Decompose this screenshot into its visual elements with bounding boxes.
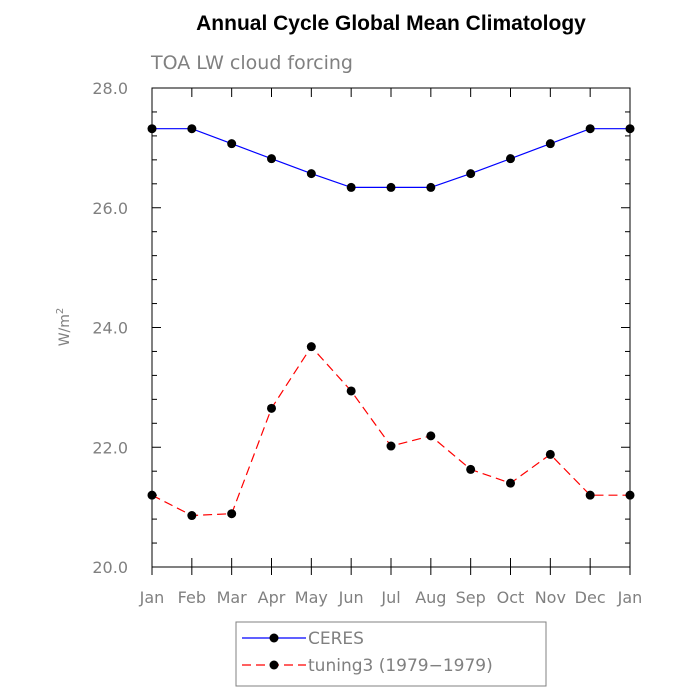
x-axis-ticks: Jan Feb Mar Apr May Jun Jul Aug Sep Oct Nov Dec Jan: [139, 88, 643, 607]
data-point-series-0: [227, 139, 237, 149]
legend-label-ceres: CERES: [308, 629, 364, 649]
data-point-series-1: [267, 403, 276, 413]
y-tick-label: 22.0: [92, 438, 128, 457]
x-tick-label: Jul: [380, 588, 400, 607]
data-point-series-0: [545, 139, 555, 149]
x-tick-label: Nov: [535, 588, 566, 607]
data-point-series-0: [267, 154, 276, 164]
data-point-series-0: [625, 124, 635, 134]
data-point-series-1: [545, 449, 555, 459]
plot-frame: [151, 87, 631, 568]
x-tick-label: Sep: [456, 588, 486, 607]
data-point-series-0: [147, 124, 157, 134]
chart-title: Annual Cycle Global Mean Climatology: [196, 12, 586, 35]
x-tick-label: Jun: [338, 588, 364, 607]
x-tick-label: Jan: [139, 588, 165, 607]
legend: CERES tuning3 (1979−1979): [235, 621, 547, 687]
data-point-series-0: [466, 169, 476, 179]
legend-marker-ceres: [269, 633, 279, 643]
y-tick-label: 28.0: [92, 79, 128, 98]
series-line-1: [151, 345, 630, 517]
x-tick-label: Oct: [497, 588, 525, 607]
y-tick-label: 26.0: [92, 199, 128, 218]
legend-label-tuning3: tuning3 (1979−1979): [308, 656, 493, 676]
data-point-series-1: [187, 511, 197, 521]
x-tick-label: Jan: [617, 588, 643, 607]
data-point-series-1: [147, 490, 157, 500]
data-point-series-1: [386, 441, 396, 451]
data-point-series-0: [426, 182, 436, 192]
data-point-series-0: [386, 182, 396, 192]
plot-border: [151, 87, 631, 568]
x-tick-label: Feb: [178, 588, 206, 607]
chart-subtitle: TOA LW cloud forcing: [150, 52, 353, 74]
x-tick-label: May: [295, 588, 328, 607]
data-point-series-1: [426, 431, 436, 441]
x-tick-label: Mar: [217, 588, 248, 607]
x-tick-label: Dec: [575, 588, 606, 607]
x-tick-label: Aug: [415, 588, 446, 607]
y-axis-ticks: 20.0 22.0 24.0 26.0 28.0: [92, 79, 630, 577]
y-tick-label: 24.0: [92, 319, 128, 338]
y-axis-label-text: W/m: [57, 314, 73, 346]
y-tick-label: 20.0: [92, 558, 128, 577]
series-line-0: [152, 128, 630, 188]
legend-box: [235, 621, 547, 687]
data-point-series-1: [227, 509, 237, 519]
data-point-series-1: [306, 342, 316, 352]
y-axis-label: W/m2: [55, 308, 73, 347]
legend-marker-tuning3: [269, 660, 279, 670]
data-point-series-1: [506, 478, 515, 488]
data-point-series-0: [585, 124, 595, 134]
data-point-series-1: [585, 490, 595, 500]
data-point-series-1: [625, 490, 635, 500]
data-point-series-0: [346, 182, 356, 192]
data-point-series-0: [306, 169, 316, 179]
data-point-series-0: [506, 154, 515, 164]
data-point-series-0: [187, 124, 197, 134]
y-axis-label-superscript: 2: [55, 308, 66, 314]
x-tick-label: Apr: [258, 588, 286, 607]
data-point-series-1: [346, 386, 356, 396]
data-point-series-1: [466, 464, 476, 474]
series-layer: [147, 124, 635, 521]
